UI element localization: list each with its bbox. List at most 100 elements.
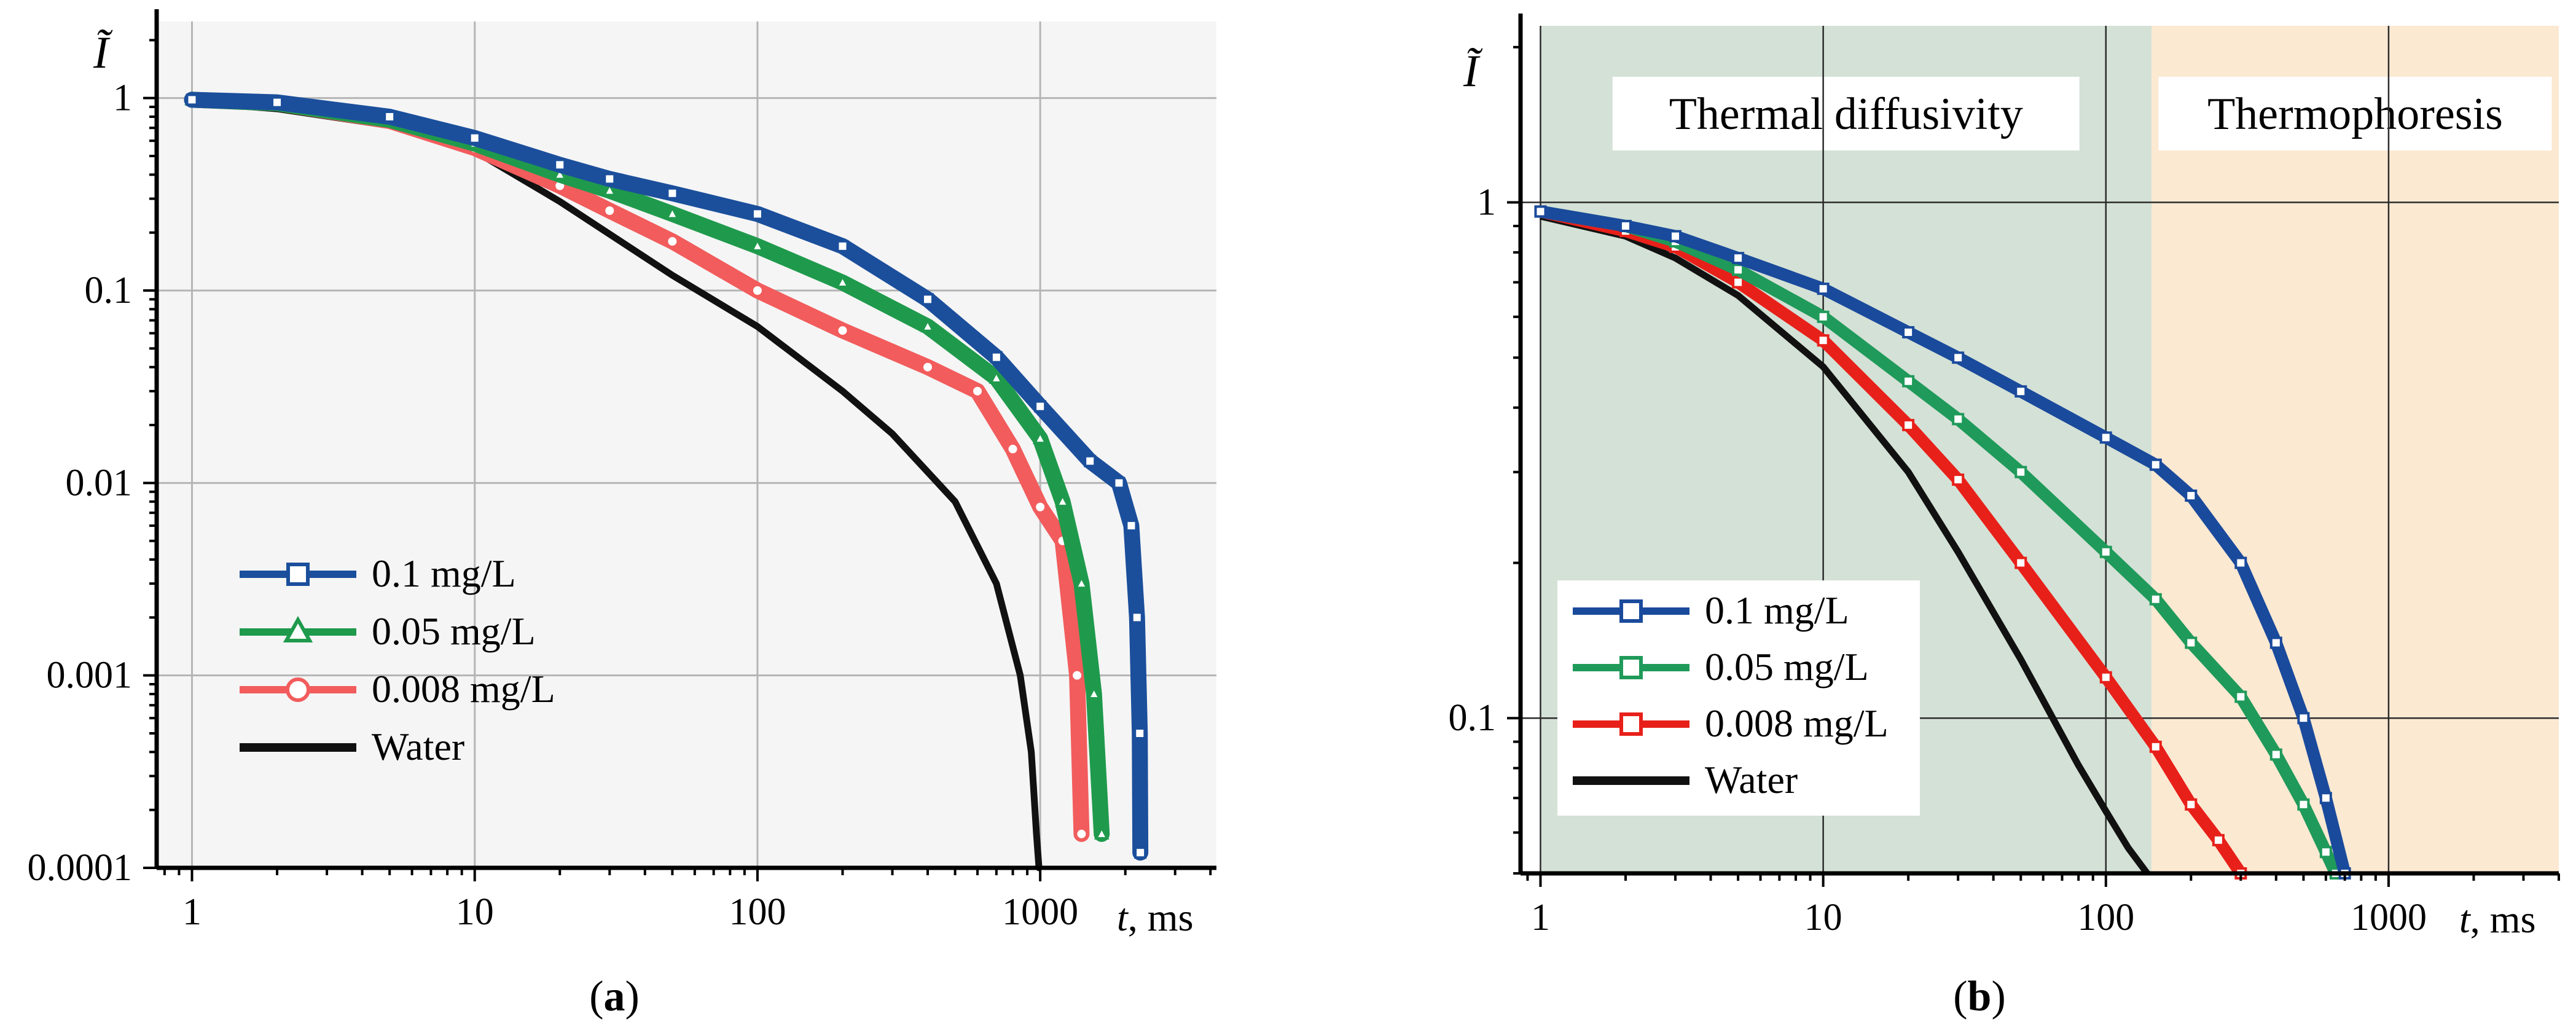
y-tick-label: 0.01 [66,462,133,504]
series-0-1-mg-l [1534,205,2351,880]
series-line-0-1-mg-l [184,92,1149,861]
x-tick-label: 1 [182,891,202,933]
data-point-0-1-mg-l [1732,252,1745,265]
data-point-0-05-mg-l [1074,574,1089,590]
data-point-0-05-mg-l [1732,263,1745,276]
series-0-1-mg-l [184,92,1149,861]
data-point-0-05-mg-l [920,318,936,332]
legend-marker [1619,656,1643,679]
data-point-0-1-mg-l [186,93,198,106]
data-point-0-05-mg-l [1817,310,1830,323]
x-tick-label: 1000 [2351,897,2427,938]
data-point-0-008-mg-l [1952,473,1965,486]
y-tick-label: 0.1 [1449,697,1497,739]
data-point-0-1-mg-l [751,208,764,220]
data-point-0-008-mg-l [1817,334,1830,347]
data-point-0-05-mg-l [2297,798,2310,811]
data-point-0-1-mg-l [383,111,396,123]
legend-item-0-05-mg-l: 0.05 mg/L [1573,645,1869,689]
plot-background [157,21,1216,868]
data-point-0-008-mg-l [1033,500,1047,514]
data-point-0-1-mg-l [2014,385,2027,398]
y-tick-label: 0.001 [47,655,133,696]
legend-item-water: Water [240,725,464,768]
data-point-0-008-mg-l [1070,668,1084,682]
x-axis-label: t, ms [2459,897,2535,941]
series-line-0-05-mg-l [1534,205,2342,880]
y-tick-label: 1 [1477,182,1496,224]
data-point-0-008-mg-l [1732,276,1745,289]
data-point-0-05-mg-l [665,205,680,220]
y-tick-label: 1 [113,77,132,119]
region-label-box [2158,77,2552,150]
data-point-0-1-mg-l [2269,636,2282,649]
data-point-0-1-mg-l [2185,490,2198,502]
data-point-0-1-mg-l [1113,477,1126,490]
data-point-0-008-mg-l [2212,833,2225,846]
data-point-0-05-mg-l [601,182,617,197]
legend-marker [286,677,310,702]
data-point-0-1-mg-l [1125,519,1138,532]
data-point-0-05-mg-l [1952,413,1965,426]
data-point-0-1-mg-l [1134,846,1147,859]
x-tick-label: 1000 [1002,891,1078,933]
data-point-0-1-mg-l [1952,351,1965,364]
x-axis-label: t, ms [1117,895,1193,939]
data-point-0-05-mg-l [1094,825,1110,840]
data-point-0-1-mg-l [1669,230,1682,243]
legend-marker [283,615,313,642]
data-point-0-1-mg-l [1619,219,1632,232]
data-point-0-1-mg-l [922,293,934,306]
data-point-0-008-mg-l [921,360,935,374]
data-point-0-05-mg-l [1902,375,1915,388]
legend-label: 0.05 mg/L [1705,645,1869,689]
region-label-thermal-diffusivity: Thermal diffusivity [1669,89,2023,139]
data-point-0-008-mg-l [750,284,764,298]
data-point-0-05-mg-l [1055,493,1070,507]
data-point-0-05-mg-l [1086,685,1102,700]
data-point-0-05-mg-l [2319,846,2332,859]
legend-item-0-1-mg-l: 0.1 mg/L [240,552,516,595]
data-point-0-1-mg-l [554,158,566,171]
legend-item-0-1-mg-l: 0.1 mg/L [1573,588,1849,632]
legend-item-0-008-mg-l: 0.008 mg/L [240,667,555,711]
legend-label: 0.05 mg/L [372,609,536,653]
data-point-0-1-mg-l [836,240,849,252]
data-point-0-1-mg-l [1034,400,1047,413]
data-point-0-1-mg-l [2149,458,2162,471]
data-point-0-008-mg-l [1075,827,1089,841]
legend-marker [1619,712,1643,736]
data-point-0-05-mg-l [750,237,765,252]
data-point-0-05-mg-l [2269,748,2282,761]
panel-b-caption: (b) [1953,973,2006,1020]
data-point-0-008-mg-l [1006,442,1020,456]
legend-marker [1619,599,1643,623]
data-point-0-008-mg-l [2149,740,2162,753]
y-tick-label: 0.1 [85,270,133,311]
data-point-0-1-mg-l [603,173,616,185]
x-tick-label: 100 [729,891,786,933]
data-point-0-1-mg-l [2234,556,2247,569]
region-label-thermophoresis: Thermophoresis [2207,89,2503,139]
series-line-0-1-mg-l [1534,205,2351,880]
data-point-0-05-mg-l [1032,429,1048,445]
panel-b-chart: Thermal diffusivity Thermophoresis 1 10 100… [1449,14,2560,1020]
panel-a-caption: (a) [589,973,640,1020]
data-point-0-1-mg-l [1817,283,1830,295]
series-line-water [1540,213,2150,876]
legend-label: Water [1705,758,1798,802]
data-point-0-008-mg-l [603,203,617,217]
data-point-0-05-mg-l [2099,545,2112,558]
data-point-0-1-mg-l [1133,727,1146,739]
legend-item-0-008-mg-l: 0.008 mg/L [1573,701,1889,745]
legend-label: 0.1 mg/L [1705,588,1849,632]
data-point-0-008-mg-l [2014,556,2027,569]
region-label-box [1612,77,2080,150]
data-point-0-05-mg-l [2014,466,2027,478]
data-point-0-05-mg-l [835,273,850,289]
legend-item-water: Water [1573,758,1798,802]
data-point-0-1-mg-l [666,187,679,200]
legend-item-0-05-mg-l: 0.05 mg/L [240,609,536,653]
data-point-0-05-mg-l [2185,636,2198,649]
